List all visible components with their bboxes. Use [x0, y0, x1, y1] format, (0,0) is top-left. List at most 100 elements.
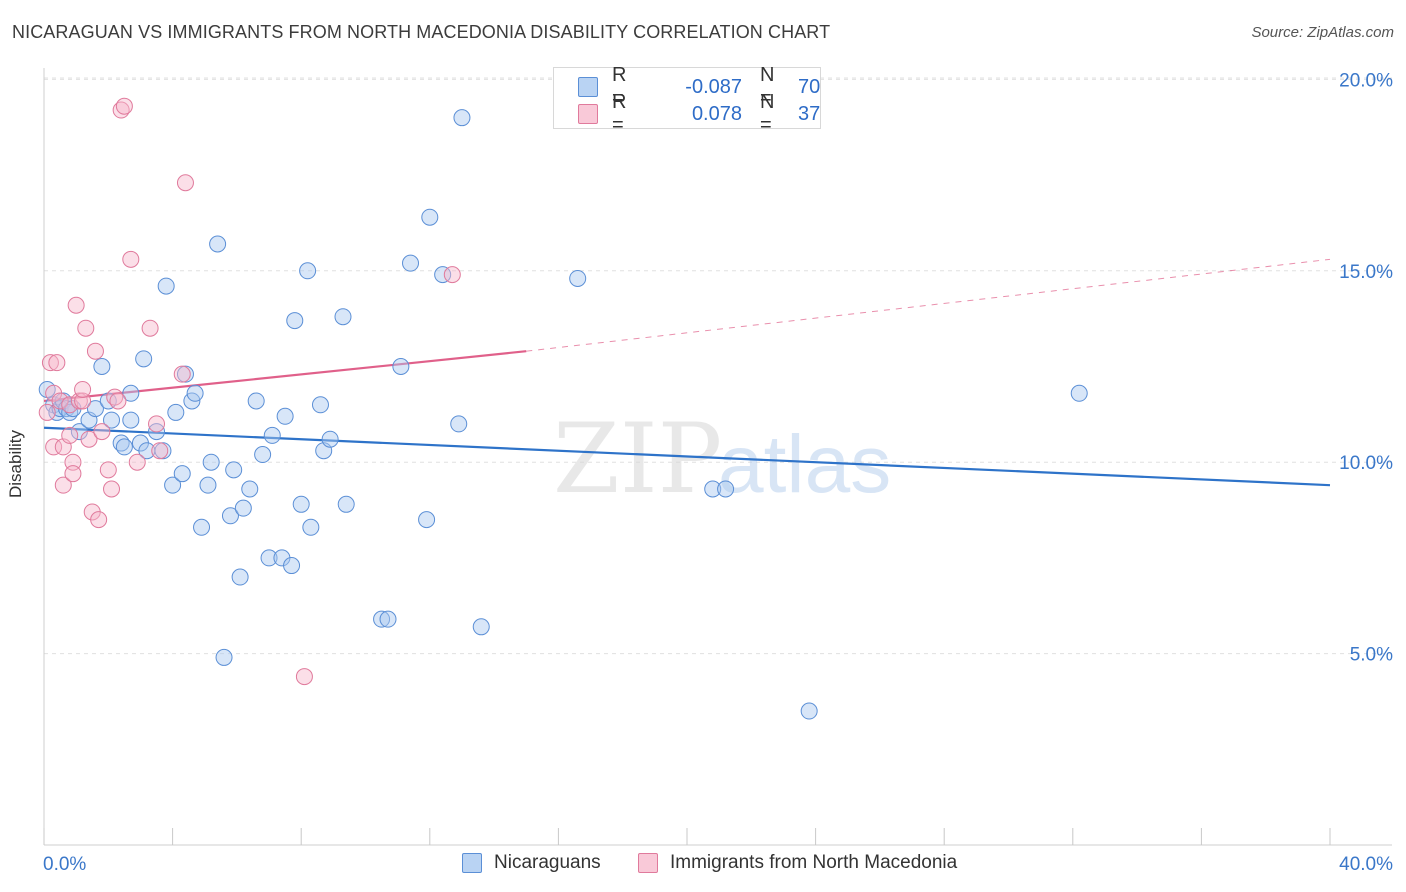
- bottom-legend-label: Immigrants from North Macedonia: [670, 852, 958, 873]
- point-north-macedonia: [103, 480, 121, 498]
- point-nicaraguans: [276, 407, 294, 425]
- point-nicaraguans: [167, 403, 185, 421]
- point-nicaraguans: [569, 269, 587, 287]
- point-nicaraguans: [263, 426, 281, 444]
- point-north-macedonia: [115, 97, 133, 115]
- axes: [43, 68, 1392, 846]
- trend-line-dashed: [526, 258, 1331, 352]
- legend-n-value: 70: [798, 75, 821, 98]
- legend-r-value: -0.087: [685, 75, 742, 98]
- x-tick-label: 0.0%: [43, 854, 86, 875]
- point-nicaraguans: [311, 396, 329, 414]
- point-north-macedonia: [61, 396, 79, 414]
- point-north-macedonia: [38, 403, 56, 421]
- point-nicaraguans: [157, 277, 175, 295]
- point-north-macedonia: [86, 342, 104, 360]
- point-nicaraguans: [241, 480, 259, 498]
- point-nicaraguans: [717, 480, 735, 498]
- trend-line-nicaraguans: [43, 426, 1331, 487]
- legend-swatch-blue: [578, 77, 598, 97]
- y-tick-label: 10.0%: [1339, 453, 1393, 474]
- point-north-macedonia: [176, 174, 194, 192]
- point-north-macedonia: [148, 415, 166, 433]
- point-north-macedonia: [90, 511, 108, 529]
- point-north-macedonia: [48, 354, 66, 372]
- point-north-macedonia: [151, 442, 169, 460]
- point-nicaraguans: [286, 312, 304, 330]
- point-north-macedonia: [122, 250, 140, 268]
- stats-legend: R = -0.087 N = 70 R = 0.078 N = 37: [553, 64, 821, 136]
- point-nicaraguans: [373, 610, 391, 628]
- trend-line-solid: [43, 426, 1331, 487]
- bottom-legend-north-macedonia: Immigrants from North Macedonia: [638, 852, 957, 874]
- point-nicaraguans: [334, 308, 352, 326]
- point-north-macedonia: [51, 392, 69, 410]
- point-nicaraguans: [418, 511, 436, 529]
- bottom-swatch-blue: [462, 853, 482, 873]
- point-nicaraguans: [202, 453, 220, 471]
- legend-r-label: R =: [612, 64, 627, 109]
- source-label: Source: ZipAtlas.com: [1251, 24, 1394, 41]
- point-nicaraguans: [193, 518, 211, 536]
- point-nicaraguans: [215, 648, 233, 666]
- point-north-macedonia: [61, 426, 79, 444]
- point-nicaraguans: [247, 392, 265, 410]
- point-north-macedonia: [141, 319, 159, 337]
- point-north-macedonia: [45, 438, 63, 456]
- y-tick-label: 5.0%: [1350, 645, 1393, 666]
- point-north-macedonia: [80, 430, 98, 448]
- grid-lines: [44, 77, 1392, 655]
- point-nicaraguans: [421, 208, 439, 226]
- bottom-swatch-pink: [638, 853, 658, 873]
- point-nicaraguans: [164, 476, 182, 494]
- data-points: [38, 97, 1088, 720]
- bottom-legend: Nicaraguans Immigrants from North Macedo…: [0, 852, 1406, 878]
- point-north-macedonia: [128, 453, 146, 471]
- chart-title: NICARAGUAN VS IMMIGRANTS FROM NORTH MACE…: [12, 22, 831, 42]
- watermark-zip: ZIP: [553, 403, 722, 515]
- point-north-macedonia: [67, 296, 85, 314]
- x-tick-label: 40.0%: [1339, 854, 1393, 875]
- point-nicaraguans: [122, 384, 140, 402]
- point-nicaraguans: [292, 495, 310, 513]
- point-nicaraguans: [173, 465, 191, 483]
- point-nicaraguans: [302, 518, 320, 536]
- point-north-macedonia: [99, 461, 117, 479]
- point-nicaraguans: [260, 549, 278, 567]
- point-nicaraguans: [115, 438, 133, 456]
- point-nicaraguans: [209, 235, 227, 253]
- legend-n-label: N =: [760, 91, 775, 136]
- point-nicaraguans: [122, 411, 140, 429]
- legend-r-label: R =: [612, 91, 627, 136]
- point-nicaraguans: [221, 507, 239, 525]
- point-north-macedonia: [64, 465, 82, 483]
- point-nicaraguans: [231, 568, 249, 586]
- point-nicaraguans: [86, 400, 104, 418]
- bottom-legend-label: Nicaraguans: [494, 852, 601, 873]
- point-nicaraguans: [135, 350, 153, 368]
- point-north-macedonia: [295, 668, 313, 686]
- trend-line-north-macedonia: [43, 258, 1331, 403]
- watermark: ZIP atlas: [553, 403, 891, 515]
- point-nicaraguans: [283, 557, 301, 575]
- point-nicaraguans: [186, 384, 204, 402]
- point-north-macedonia: [54, 476, 72, 494]
- point-nicaraguans: [800, 702, 818, 720]
- point-north-macedonia: [74, 380, 92, 398]
- tick-labels: 5.0% 10.0% 15.0% 20.0% 0.0% 40.0%: [43, 70, 1393, 875]
- point-north-macedonia: [93, 423, 111, 441]
- y-axis-label: Disability: [6, 429, 25, 498]
- legend-n-label: N =: [760, 64, 775, 109]
- point-nicaraguans: [299, 262, 317, 280]
- point-nicaraguans: [321, 430, 339, 448]
- point-north-macedonia: [173, 365, 191, 383]
- bottom-legend-nicaraguans: Nicaraguans: [462, 852, 601, 874]
- point-nicaraguans: [450, 415, 468, 433]
- point-north-macedonia: [443, 266, 461, 284]
- point-nicaraguans: [434, 266, 452, 284]
- point-nicaraguans: [453, 109, 471, 127]
- legend-swatch-pink: [578, 104, 598, 124]
- point-nicaraguans: [93, 358, 111, 375]
- point-nicaraguans: [392, 358, 410, 375]
- point-nicaraguans: [1070, 384, 1088, 402]
